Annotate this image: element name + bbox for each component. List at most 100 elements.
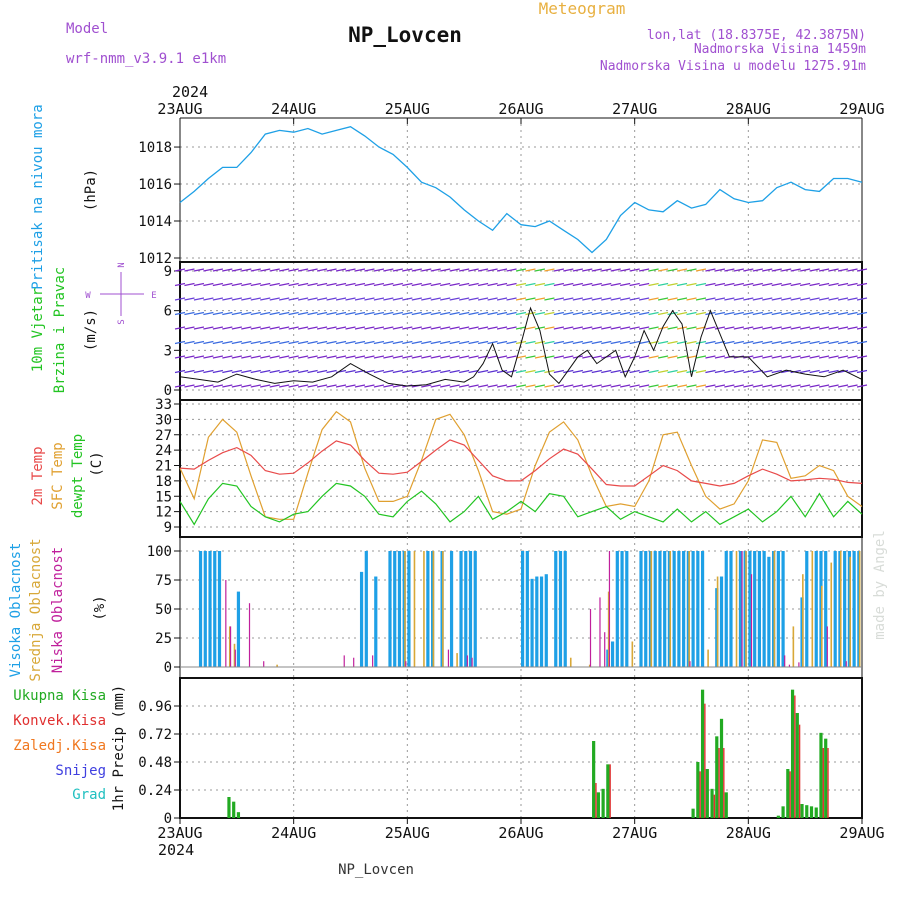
wind-barb xyxy=(174,369,186,374)
wind-barb xyxy=(231,268,242,272)
wind-barb xyxy=(203,326,214,330)
wind-barb xyxy=(392,326,403,330)
wind-barb xyxy=(553,268,565,272)
wind-barb xyxy=(496,369,508,374)
elevation-line: Nadmorska Visina 1459m xyxy=(694,42,866,57)
wind-barb xyxy=(496,326,508,330)
wind-barb xyxy=(392,369,403,374)
wind-barb xyxy=(288,384,299,388)
wind-barb xyxy=(184,326,195,330)
wind-barb xyxy=(231,297,242,301)
wind-barb xyxy=(212,369,224,374)
wind-barb xyxy=(440,297,451,301)
wind-barb xyxy=(515,369,527,374)
wind-barb xyxy=(818,297,830,301)
pressure-line xyxy=(179,125,863,254)
wind-barb xyxy=(174,282,186,287)
wind-barb xyxy=(818,340,830,345)
wind-barb xyxy=(818,384,830,388)
wind-barb xyxy=(714,355,726,359)
wind-barb xyxy=(241,311,252,316)
wind-barb xyxy=(582,297,593,301)
wind-barb xyxy=(203,355,214,359)
wind-barb xyxy=(231,384,242,388)
wind-barb xyxy=(383,311,394,316)
wind-barb xyxy=(459,297,470,301)
precip-bar xyxy=(719,718,724,818)
wind-barb xyxy=(459,355,470,359)
wind-barb xyxy=(553,369,565,374)
wind-barb xyxy=(193,311,205,316)
wind-barb xyxy=(572,297,583,301)
wind-barb xyxy=(354,282,366,287)
wind-barb xyxy=(686,268,697,272)
wind-barb xyxy=(724,384,735,388)
wind-barb xyxy=(231,282,242,287)
wind-barb xyxy=(762,355,773,359)
cloud-bar xyxy=(750,574,753,667)
wind-barb xyxy=(657,282,669,287)
wind-barb xyxy=(733,311,744,316)
panel-1: 0 3 6 9 xyxy=(164,261,863,401)
wind-barb xyxy=(743,384,754,388)
y-tick-label: 25 xyxy=(155,631,172,647)
cloud-bar xyxy=(688,551,690,667)
cloud-bar xyxy=(691,551,695,667)
wind-barb xyxy=(298,282,309,287)
precip-bar xyxy=(790,689,795,818)
wind-barb xyxy=(828,340,839,345)
wind-barb xyxy=(781,297,792,301)
wind-barb xyxy=(544,340,555,345)
wind-barb xyxy=(459,326,470,330)
wind-barb xyxy=(534,282,546,287)
wind-barb xyxy=(639,326,650,330)
wind-barb xyxy=(326,297,337,301)
wind-barb xyxy=(184,369,195,374)
precip-bar xyxy=(592,741,596,818)
wind-barb xyxy=(563,355,574,359)
cloud-bar xyxy=(805,551,809,667)
cloud-bar xyxy=(471,657,473,667)
wind-barb xyxy=(534,340,546,345)
wind-barb xyxy=(411,268,422,272)
wind-barb xyxy=(525,282,536,287)
wind-barb xyxy=(430,268,441,272)
cloud-low-ylabel: Niska Oblacnost xyxy=(50,547,66,673)
wind-barb xyxy=(402,282,413,287)
precip-bar xyxy=(595,783,597,818)
cloud-bar xyxy=(203,551,207,667)
legend-grad: Grad xyxy=(72,787,106,803)
wind-barb xyxy=(572,340,583,345)
wind-barb xyxy=(572,268,583,272)
wind-barb xyxy=(184,384,195,388)
wind-barb xyxy=(335,326,347,330)
cloud-bar xyxy=(738,551,743,667)
wind-barb xyxy=(856,355,868,359)
wind-barb xyxy=(610,297,621,301)
wind-barb xyxy=(506,369,517,374)
wind-barb xyxy=(392,340,403,345)
wind-barb xyxy=(525,340,536,345)
wind-barb xyxy=(487,355,498,359)
wind-barb xyxy=(695,268,707,272)
wind-barb xyxy=(269,282,280,287)
precip-bar xyxy=(236,812,241,818)
wind-barb xyxy=(241,297,252,301)
wind-barb xyxy=(298,326,309,330)
model-label: Model xyxy=(66,21,108,37)
wind-barb xyxy=(345,311,356,316)
wind-barb xyxy=(174,297,186,301)
wind-barb xyxy=(572,326,583,330)
wind-barb xyxy=(620,297,631,301)
wind-barb xyxy=(582,340,593,345)
year-top: 2024 xyxy=(172,83,208,101)
wind-barb xyxy=(771,384,782,388)
wind-barb xyxy=(705,384,716,388)
wind-barb xyxy=(818,355,830,359)
wind-barb xyxy=(307,297,318,301)
wind-barb xyxy=(241,355,252,359)
wind-barb xyxy=(686,340,697,345)
wind-barb xyxy=(392,268,403,272)
cloud-bar xyxy=(839,551,842,667)
